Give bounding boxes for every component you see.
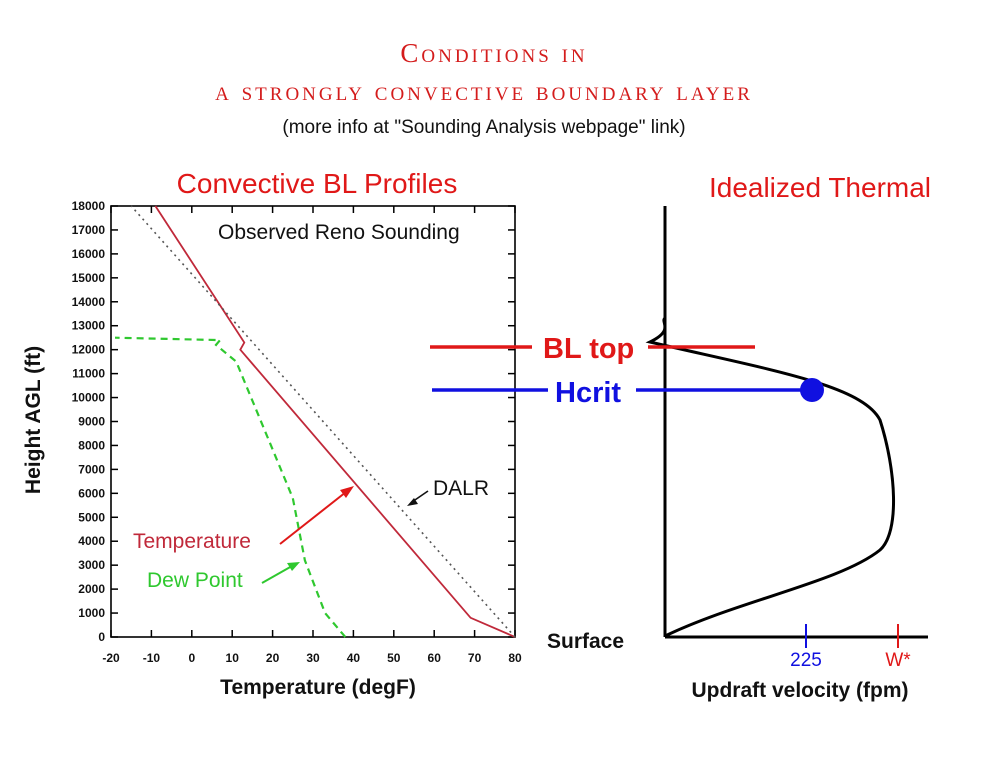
x-tick-label: 60	[428, 651, 442, 665]
y-tick-label: 9000	[78, 415, 105, 429]
y-tick-label: 6000	[78, 486, 105, 500]
series-group	[114, 205, 516, 638]
y-tick-label: 11000	[72, 367, 105, 381]
y-tick-label: 14000	[72, 295, 106, 309]
main-title-line2: a strongly convective boundary layer	[215, 76, 753, 106]
hcrit-marker	[800, 378, 824, 402]
thermal-x-axis-label: Updraft velocity (fpm)	[691, 679, 908, 702]
arrowhead-temperature	[340, 486, 354, 498]
right-chart-title: Idealized Thermal	[709, 172, 931, 203]
y-tick-label: 13000	[72, 319, 106, 333]
x-tick-label: 0	[188, 651, 195, 665]
y-tick-label: 10000	[72, 391, 106, 405]
y-tick-label: 0	[98, 630, 105, 644]
y-tick-label: 3000	[78, 558, 105, 572]
arrowhead-dew-point	[287, 562, 300, 571]
y-tick-label: 7000	[78, 462, 105, 476]
x-tick-label: 20	[266, 651, 280, 665]
label-dew-point: Dew Point	[147, 569, 243, 592]
hcrit-label: Hcrit	[555, 377, 621, 409]
y-tick-label: 4000	[78, 534, 105, 548]
y-tick-label: 5000	[78, 510, 105, 524]
main-title-line1: Conditions in	[400, 38, 587, 68]
y-tick-label: 12000	[72, 343, 106, 357]
tick-label-wstar: W*	[885, 650, 911, 671]
y-tick-label: 2000	[78, 582, 105, 596]
series-dew-point-line	[114, 336, 347, 638]
series-dalr-line	[130, 205, 516, 638]
label-temperature: Temperature	[133, 530, 251, 553]
arrow-temperature	[279, 491, 347, 545]
left-chart: Convective BL Profiles -20 -10 0 10 20 30 40 50…	[22, 168, 624, 699]
left-chart-title: Convective BL Profiles	[177, 168, 458, 199]
x-tick-label: 40	[347, 651, 361, 665]
x-tick-label: 30	[306, 651, 320, 665]
x-tick-label: 80	[508, 651, 522, 665]
x-axis-label: Temperature (degF)	[220, 676, 416, 699]
y-axis-label: Height AGL (ft)	[22, 346, 45, 494]
x-tick-label: 10	[226, 651, 240, 665]
thermal-velocity-curve	[645, 316, 895, 638]
arrowhead-dalr	[407, 498, 418, 506]
x-tick-label: -10	[143, 651, 161, 665]
series-temperature-line	[154, 205, 516, 638]
arrow-dew-point	[261, 565, 293, 584]
axis-ticks: -20 -10 0 10 20 30 40 50 60 70 80 0 1000 2000 3000 4000…	[72, 199, 522, 665]
x-tick-label: 70	[468, 651, 482, 665]
y-tick-label: 16000	[72, 247, 106, 261]
y-tick-label: 8000	[78, 438, 105, 452]
y-tick-label: 17000	[72, 223, 106, 237]
y-tick-label: 18000	[72, 199, 106, 213]
sounding-annotation: Observed Reno Sounding	[218, 221, 460, 244]
right-chart: Idealized Thermal BL top Hcrit 225 W* Up…	[430, 172, 931, 702]
tick-label-225: 225	[790, 650, 822, 671]
label-dalr: DALR	[433, 477, 489, 500]
bl-top-label: BL top	[543, 333, 634, 365]
subtitle: (more info at "Sounding Analysis webpage…	[282, 117, 685, 138]
x-tick-label: 50	[387, 651, 401, 665]
y-tick-label: 1000	[78, 606, 105, 620]
surface-label: Surface	[547, 630, 624, 653]
x-tick-label: -20	[102, 651, 120, 665]
y-tick-label: 15000	[72, 271, 106, 285]
